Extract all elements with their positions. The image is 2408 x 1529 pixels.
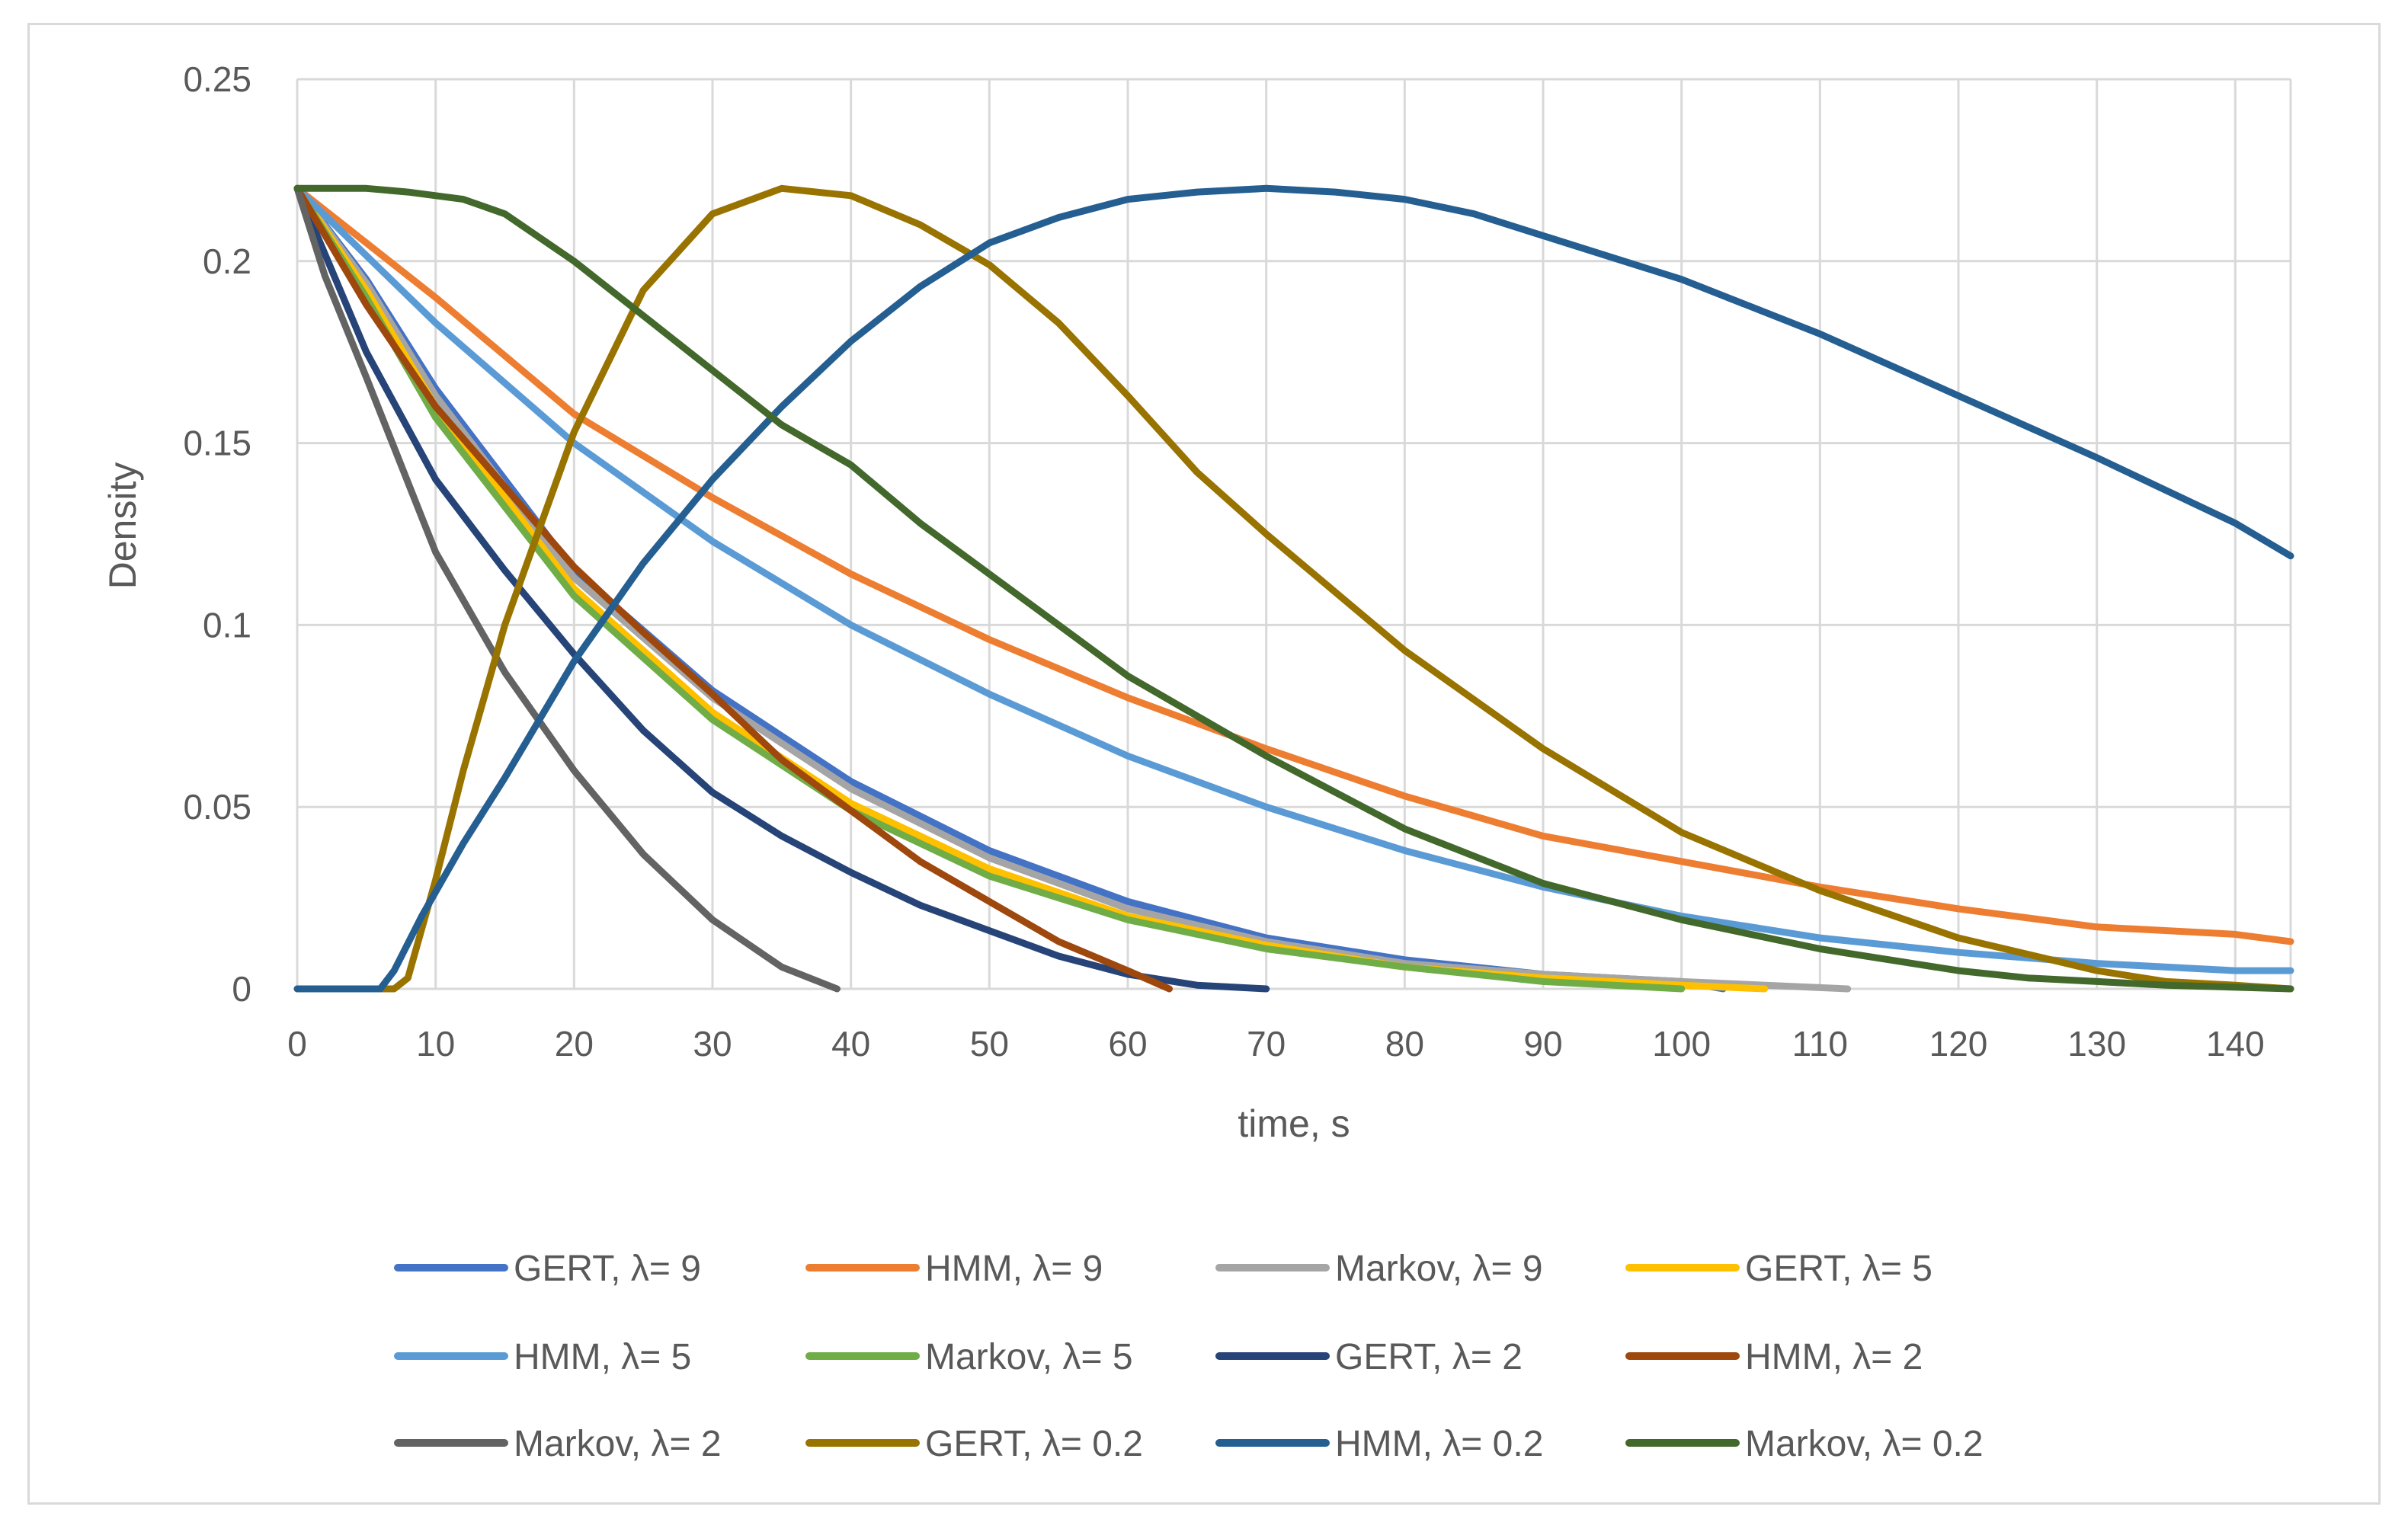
- series-line-11: [293, 184, 2294, 993]
- legend-label: GERT, λ= 2: [1335, 1337, 1523, 1377]
- x-tick-label: 20: [555, 1024, 594, 1064]
- y-tick-label: 0.15: [183, 424, 251, 463]
- legend-label: HMM, λ= 0.2: [1335, 1424, 1543, 1464]
- legend-label: GERT, λ= 9: [514, 1249, 701, 1289]
- legend-label: Markov, λ= 0.2: [1745, 1424, 1984, 1464]
- y-tick-label: 0.2: [203, 242, 251, 281]
- y-tick-label: 0.25: [183, 59, 251, 99]
- x-tick-label: 100: [1652, 1024, 1711, 1064]
- y-axis-title: Density: [101, 462, 144, 590]
- series-line-12: [293, 184, 2294, 993]
- y-tick-label: 0.1: [203, 605, 251, 645]
- series-line-7: [293, 184, 1270, 993]
- series-line-3: [293, 184, 1852, 993]
- y-tick-label: 0.05: [183, 787, 251, 827]
- x-tick-label: 50: [970, 1024, 1009, 1064]
- x-tick-label: 140: [2206, 1024, 2265, 1064]
- x-tick-label: 90: [1523, 1024, 1562, 1064]
- x-tick-label: 80: [1385, 1024, 1424, 1064]
- legend-label: GERT, λ= 5: [1745, 1249, 1932, 1289]
- legend-label: Markov, λ= 9: [1335, 1249, 1543, 1289]
- tick-labels: 0 10 20 30 40 50 60 70 80 90 100 110 120 130 140 0 0.05 0…: [183, 59, 2264, 1064]
- legend: GERT, λ= 9 HMM, λ= 9 Markov, λ= 9 GERT, λ= …: [394, 1249, 1984, 1464]
- x-tick-label: 110: [1792, 1024, 1848, 1064]
- x-tick-label: 40: [831, 1024, 870, 1064]
- legend-label: HMM, λ= 9: [925, 1249, 1103, 1289]
- chart-frame: [27, 23, 2381, 1505]
- x-tick-label: 130: [2067, 1024, 2126, 1064]
- legend-label: Markov, λ= 2: [514, 1424, 722, 1464]
- x-tick-label: 30: [693, 1024, 732, 1064]
- x-tick-label: 60: [1108, 1024, 1147, 1064]
- series-line-10: [293, 184, 2294, 993]
- axes: [296, 79, 2291, 990]
- x-axis-title: time, s: [1238, 1102, 1350, 1145]
- legend-label: HMM, λ= 2: [1745, 1337, 1923, 1377]
- legend-label: GERT, λ= 0.2: [925, 1424, 1143, 1464]
- legend-label: HMM, λ= 5: [514, 1337, 691, 1377]
- x-tick-label: 70: [1247, 1024, 1286, 1064]
- gridlines: [297, 78, 2292, 989]
- series-line-8: [293, 184, 1173, 993]
- x-tick-label: 10: [416, 1024, 455, 1064]
- series-line-2: [293, 184, 2294, 945]
- legend-label: Markov, λ= 5: [925, 1337, 1133, 1377]
- series-line-5: [293, 184, 2294, 974]
- series-lines: [293, 184, 2294, 993]
- x-tick-label: 0: [287, 1024, 307, 1064]
- x-tick-label: 120: [1929, 1024, 1988, 1064]
- y-tick-label: 0: [232, 969, 251, 1009]
- series-line-6: [293, 184, 1686, 993]
